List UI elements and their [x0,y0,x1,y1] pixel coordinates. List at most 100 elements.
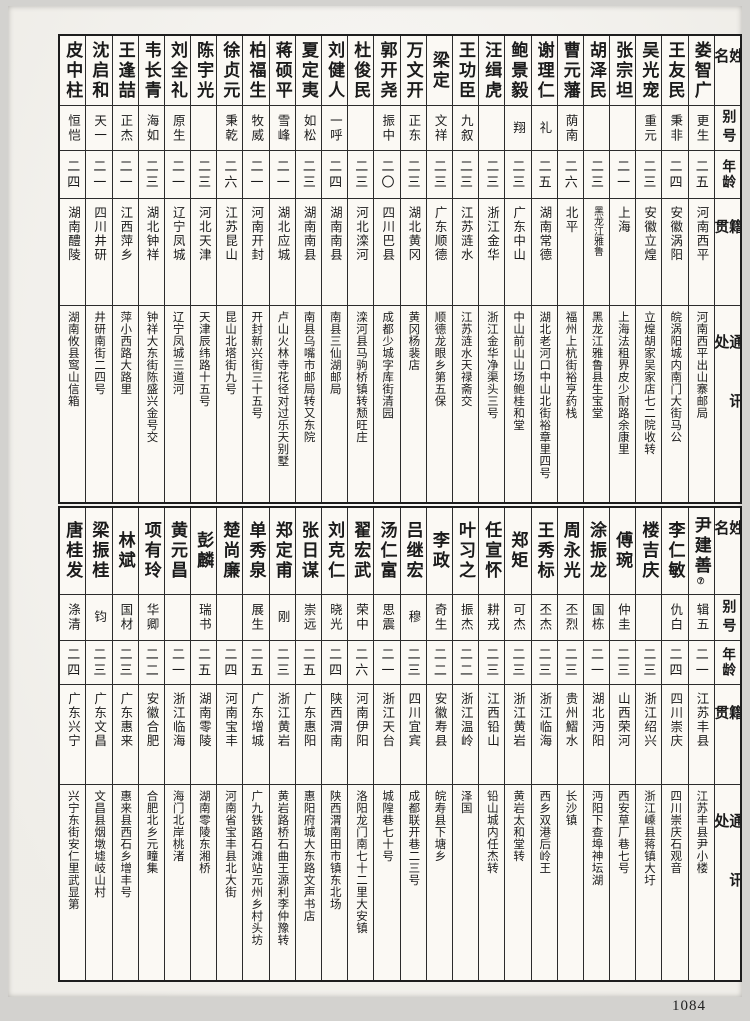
person-address: 惠阳府城大东路文声书店 [302,790,315,922]
person-address: 开封新兴街三十五号 [250,311,263,419]
person-age: 二三 [295,151,321,199]
person-name: 黄元昌 [164,508,191,595]
person-alias: 瑞书 [191,595,217,641]
person-name-text: 杜俊民 [351,40,371,101]
person-alias: 海如 [138,106,164,151]
person-name-text: 刘健人 [325,40,345,101]
person-name-text: 皮中柱 [63,40,83,101]
person-age: 二五 [531,151,557,199]
person-name: 吕继宏 [400,508,426,595]
person-age: 二一 [583,641,610,685]
person-address: 黄冈杨裴店 [407,311,420,371]
person-age: 二六 [217,151,243,199]
person-name: 鲍景毅 [505,36,531,106]
person-name: 王逢喆 [112,36,138,106]
person-column: 夏定夷 如松 二三 湖南南县 南县乌嘴市邮局转又东院 [294,36,321,502]
person-name-text: 梁振桂 [89,521,109,581]
person-alias: 振杰 [452,595,479,641]
person-address: 浙江金华净渠头三号 [485,311,498,419]
person-age: 二五 [191,641,217,685]
person-address: 昆山北塔街九号 [224,311,237,395]
person-column: 吕继宏穆二三 四川宜宾 成都联开巷二三号 [399,508,426,980]
person-alias: 华卿 [138,595,164,641]
person-name-text: 沈启和 [89,40,109,101]
person-alias: 国材 [112,595,138,641]
person-name-text: 尹建善 [691,515,711,576]
person-name: 任宣怀 [479,508,505,595]
person-age: 二一 [164,151,191,199]
person-column: 梁定 文祥 二三 广东顺德 顺德龙眼乡第五保 [425,36,452,502]
person-alias [479,106,505,151]
person-alias [610,106,636,151]
header-name: 姓名 [714,508,740,595]
person-address: 江苏涟水天禄斋交 [459,311,472,407]
person-column: 楼吉庆 二三 浙江绍兴 浙江嵊县蒋镇大圩 [635,508,662,980]
person-name: 沈启和 [86,36,112,106]
person-alias: 展生 [243,595,269,641]
person-name: 翟宏武 [348,508,374,595]
person-address: 成都联开巷二三号 [407,790,420,886]
person-column: 翟宏武 荣中 二六 河南伊阳 洛阳龙门南七十二里大安镇 [347,508,374,980]
person-native: 江苏丰县 [688,685,714,785]
person-age: 二一 [112,151,138,199]
person-native: 湖南常德 [531,199,557,306]
person-native: 广东增城 [243,685,269,785]
person-native: 广东兴宁 [60,685,86,785]
person-column: 项有玲 华卿 二二 安徽合肥 合肥北乡元疃集 [137,508,164,980]
person-name: 徐贞元 [217,36,243,106]
person-name: 李政 [426,508,452,595]
person-age: 二一 [164,641,191,685]
person-address: 惠来县西石乡增丰号 [119,790,132,898]
person-address: 卢山火林寺花径对过乐天别墅 [276,311,289,467]
header-alias: 别号 [714,595,740,641]
person-alias: 牧威 [243,106,269,151]
person-name-text: 彭麟 [194,531,214,571]
person-native: 江苏涟水 [452,199,479,306]
person-alias: 秉乾 [217,106,243,151]
person-address: 西安草厂巷七号 [616,790,629,874]
person-alias [164,595,191,641]
header-native: 籍贯 [714,685,740,785]
person-native: 湖南南县 [295,199,321,306]
person-name: 项有玲 [138,508,164,595]
person-name-text: 曹元藩 [560,40,580,101]
person-name: 梁定 [426,36,452,106]
page-number: 1084 [672,998,706,1014]
header-age: 年龄 [714,641,740,685]
person-native: 湖南零陵 [191,685,217,785]
person-name: 汪缉虎 [479,36,505,106]
person-name: 叶习之 [452,508,479,595]
person-name: 刘全礼 [164,36,191,106]
person-native: 浙江黄岩 [269,685,295,785]
person-name-text: 娄智广 [691,40,711,101]
person-alias: 荫南 [557,106,583,151]
person-address: 河南省宝丰县北大街 [224,790,237,898]
person-native: 四川崇庆 [662,685,688,785]
person-column: 周永光 丕烈 二三 贵州鰼水 长沙镇 [556,508,583,980]
header-address: 通讯处 [714,334,740,452]
person-age: 二三 [636,151,662,199]
person-column: 万文开 正东 二三 湖北黄冈 黄冈杨裴店 [399,36,426,502]
person-name-text: 郭开尧 [377,40,397,101]
person-native: 四川巴县 [374,199,400,306]
person-column: 张日谋 崇远 二五 广东惠阳 惠阳府城大东路文声书店 [294,508,321,980]
person-address: 黄岩路桥石曲王源利李仲豫转 [276,790,289,946]
person-address: 长沙镇 [564,790,577,826]
person-alias: 振中 [374,106,400,151]
person-name: 周永光 [557,508,583,595]
person-name: 夏定夷 [295,36,321,106]
person-native: 浙江临海 [531,685,557,785]
person-native: 四川井研 [86,199,112,306]
person-column: 刘全礼 原生 二一 辽宁凤城 辽宁凤城三道河 [163,36,191,502]
person-name: 傅琬 [610,508,636,595]
person-column: 唐桂发 涤清 二四 广东兴宁 兴宁东街安仁里武显第 [60,508,86,980]
person-name-text: 汪缉虎 [482,40,502,101]
person-native: 浙江绍兴 [636,685,662,785]
person-column: 陈宇光 二三 河北天津 天津辰纬路十五号 [190,36,217,502]
person-address: 天津辰纬路十五号 [197,311,210,407]
person-address: 泽国 [459,790,472,814]
person-name-text: 郑矩 [508,531,528,571]
person-name-text: 张日谋 [298,521,318,581]
person-age: 二四 [60,151,86,199]
person-name-text: 吴光宠 [639,40,659,101]
